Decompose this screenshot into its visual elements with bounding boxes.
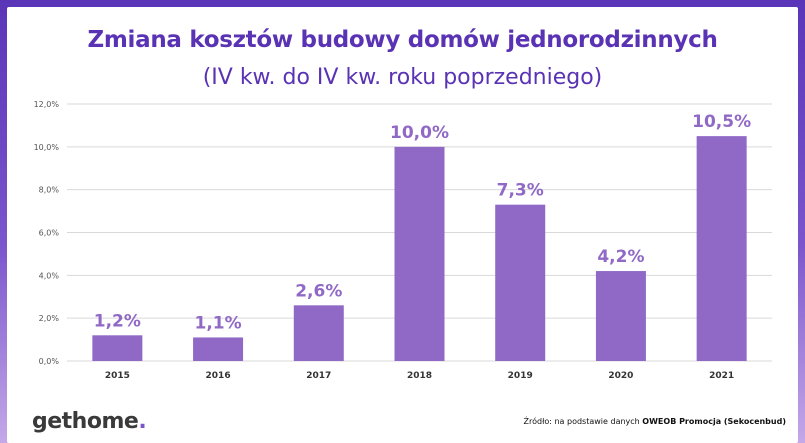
chart-subtitle: (IV kw. do IV kw. roku poprzedniego): [202, 65, 603, 90]
x-tick-label: 2016: [206, 371, 231, 381]
source-note: Źródło: na podstawie danych OWEOB Promoc…: [523, 417, 786, 426]
bar: [92, 335, 143, 361]
data-label: 7,3%: [497, 181, 544, 201]
x-tick-label: 2020: [608, 371, 633, 381]
bar: [293, 305, 344, 361]
bar: [495, 204, 546, 361]
y-tick-label: 10,0%: [34, 143, 60, 152]
data-label: 1,2%: [94, 311, 141, 331]
chart-card: Zmiana kosztów budowy domów jednorodzinn…: [7, 7, 798, 443]
bar: [595, 271, 646, 361]
x-tick-label: 2018: [407, 371, 432, 381]
bar: [696, 136, 747, 361]
data-label: 2,6%: [295, 281, 342, 301]
x-tick-label: 2021: [709, 371, 734, 381]
data-labels: 1,2% 1,1% 2,6% 10,0% 7,3% 4,2% 10,5%: [94, 112, 751, 333]
x-tick-label: 2015: [105, 371, 130, 381]
x-axis-ticks: 2015 2016 2017 2018 2019 2020 2021: [105, 371, 734, 381]
bar: [193, 337, 244, 361]
bar: [394, 146, 445, 361]
y-tick-label: 4,0%: [39, 271, 60, 280]
y-tick-label: 12,0%: [34, 100, 60, 109]
data-label: 4,2%: [597, 247, 644, 267]
y-axis-ticks: 0,0% 2,0% 4,0% 6,0% 8,0% 10,0% 12,0%: [34, 100, 60, 366]
data-label: 1,1%: [194, 313, 241, 333]
data-label: 10,0%: [390, 123, 449, 143]
gethome-logo[interactable]: gethome.: [32, 409, 147, 434]
y-tick-label: 8,0%: [39, 186, 60, 195]
y-tick-label: 6,0%: [39, 229, 60, 238]
y-tick-label: 0,0%: [39, 357, 60, 366]
data-label: 10,5%: [692, 112, 751, 132]
bars: [92, 136, 747, 361]
chart-title: Zmiana kosztów budowy domów jednorodzinn…: [87, 27, 718, 53]
x-tick-label: 2017: [306, 371, 331, 381]
bar-chart: 0,0% 2,0% 4,0% 6,0% 8,0% 10,0% 12,0% 1,2% 1,1% 2…: [34, 100, 772, 381]
y-tick-label: 2,0%: [39, 314, 60, 323]
x-tick-label: 2019: [508, 371, 533, 381]
